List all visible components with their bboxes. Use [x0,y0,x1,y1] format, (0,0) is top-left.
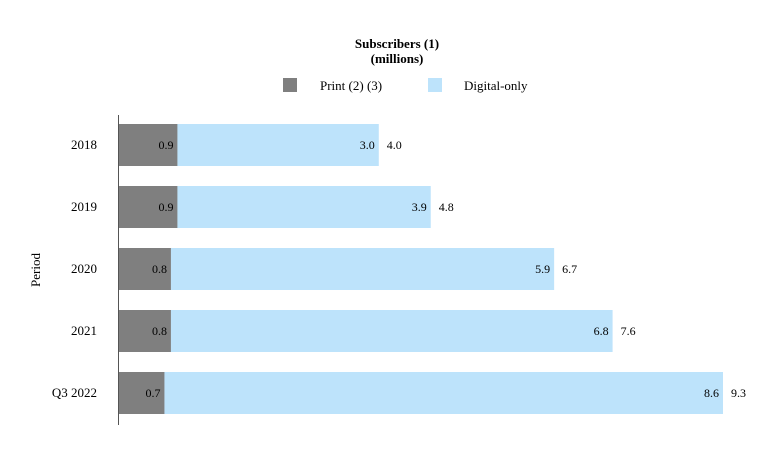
bar-digital [177,124,379,166]
category-label: 2021 [71,323,97,338]
category-label: 2019 [71,199,97,214]
bar-print [119,186,178,228]
y-axis-label: Period [28,253,43,287]
legend-swatch-digital [428,78,442,92]
total-value-label: 4.0 [387,138,402,152]
print-value-label: 0.8 [152,324,167,338]
total-value-label: 4.8 [439,200,454,214]
bar-digital [164,372,723,414]
digital-value-label: 5.9 [535,262,550,276]
category-label: 2018 [71,137,97,152]
total-value-label: 7.6 [621,324,636,338]
digital-value-label: 6.8 [594,324,609,338]
print-value-label: 0.7 [145,386,160,400]
print-value-label: 0.9 [158,200,173,214]
digital-value-label: 3.9 [412,200,427,214]
digital-value-label: 3.0 [360,138,375,152]
total-value-label: 6.7 [562,262,577,276]
category-label: Q3 2022 [52,385,97,400]
bars-group: 2018 0.9 3.0 4.0 2019 0.9 3.9 4.8 2020 0.8 5.9 6.7 2… [52,124,746,414]
legend-label-print: Print (2) (3) [320,78,382,93]
print-value-label: 0.9 [158,138,173,152]
bar-print [119,124,178,166]
total-value-label: 9.3 [731,386,746,400]
legend-label-digital: Digital-only [464,78,528,93]
legend-swatch-print [283,78,297,92]
bar-digital [170,310,613,352]
bar-print [119,310,171,352]
category-label: 2020 [71,261,97,276]
chart-title: Subscribers (1) [355,36,439,51]
bar-digital [177,186,431,228]
chart-subtitle: (millions) [371,51,424,66]
legend: Print (2) (3) Digital-only [283,78,528,93]
digital-value-label: 8.6 [704,386,719,400]
print-value-label: 0.8 [152,262,167,276]
bar-print [119,248,171,290]
bar-print [119,372,165,414]
bar-digital [170,248,555,290]
